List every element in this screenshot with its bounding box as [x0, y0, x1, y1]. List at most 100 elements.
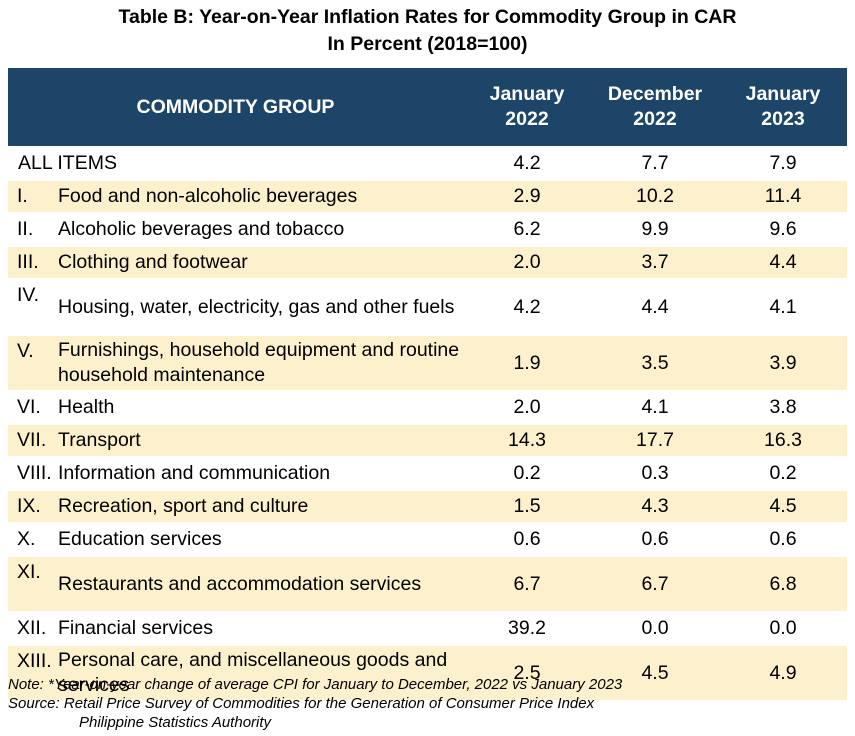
- row-name: Personal care, and miscellaneous goods a…: [58, 644, 463, 700]
- row-value-dec-2022: 7.7: [591, 146, 719, 180]
- header-jan-2022-month: January: [489, 83, 565, 105]
- row-value-jan-2023: 4.9: [719, 644, 847, 700]
- row-value-dec-2022: 10.2: [591, 179, 719, 213]
- row-value-jan-2022: 6.7: [463, 555, 591, 612]
- header-jan-2023-month: January: [745, 83, 821, 105]
- header-commodity-group: COMMODITY GROUP: [8, 68, 463, 147]
- row-value-jan-2022: 2.0: [463, 390, 591, 424]
- row-number: XI.: [8, 555, 58, 612]
- header-dec-2022-year: 2022: [633, 108, 677, 130]
- header-jan-2022-year: 2022: [505, 108, 549, 130]
- row-number: II.: [8, 212, 58, 246]
- row-name: Health: [58, 390, 463, 424]
- row-value-jan-2023: 0.0: [719, 611, 847, 645]
- row-name: Restaurants and accommodation services: [58, 555, 463, 612]
- row-number: IX.: [8, 489, 58, 523]
- row-name: Information and communication: [58, 456, 463, 490]
- row-value-dec-2022: 4.4: [591, 278, 719, 335]
- title-line-2: In Percent (2018=100): [327, 33, 528, 55]
- row-name: Education services: [58, 522, 463, 556]
- row-value-jan-2023: 7.9: [719, 146, 847, 180]
- row-value-jan-2022: 39.2: [463, 611, 591, 645]
- row-value-jan-2023: 4.1: [719, 278, 847, 335]
- row-value-jan-2022: 6.2: [463, 212, 591, 246]
- row-number: VI.: [8, 390, 58, 424]
- table-row: VI. Health 2.0 4.1 3.8: [8, 390, 847, 424]
- row-value-jan-2023: 9.6: [719, 212, 847, 246]
- row-value-dec-2022: 4.5: [591, 644, 719, 700]
- row-number: VII.: [8, 423, 58, 457]
- row-value-jan-2023: 4.4: [719, 245, 847, 279]
- table-row: IX. Recreation, sport and culture 1.5 4.…: [8, 489, 847, 523]
- row-name: Alcoholic beverages and tobacco: [58, 212, 463, 246]
- row-value-jan-2022: 14.3: [463, 423, 591, 457]
- table-notes: Note: *Year-on-year change of average CP…: [8, 675, 622, 732]
- row-value-jan-2022: 0.2: [463, 456, 591, 490]
- row-number: I.: [8, 179, 58, 213]
- row-value-jan-2023: 0.2: [719, 456, 847, 490]
- table-row: II. Alcoholic beverages and tobacco 6.2 …: [8, 212, 847, 246]
- row-number: X.: [8, 522, 58, 556]
- note-text: Note: *Year-on-year change of average CP…: [8, 676, 623, 693]
- row-value-jan-2023: 3.9: [719, 334, 847, 391]
- row-value-jan-2022: 4.2: [463, 146, 591, 180]
- table-row: X. Education services 0.6 0.6 0.6: [8, 522, 847, 556]
- row-value-dec-2022: 4.3: [591, 489, 719, 523]
- row-value-jan-2022: 0.6: [463, 522, 591, 556]
- row-value-jan-2022: 2.9: [463, 179, 591, 213]
- row-number: V.: [8, 334, 58, 391]
- row-value-jan-2022: 2.0: [463, 245, 591, 279]
- table-row: III. Clothing and footwear 2.0 3.7 4.4: [8, 245, 847, 279]
- inflation-table: COMMODITY GROUP January 2022 December 20…: [8, 68, 847, 700]
- source-organization: Philippine Statistics Authority: [79, 714, 272, 731]
- table-row: XII. Financial services 39.2 0.0 0.0: [8, 611, 847, 645]
- table-row-all-items: ALL ITEMS 4.2 7.7 7.9: [8, 146, 847, 180]
- row-number: XII.: [8, 611, 58, 645]
- row-name: Transport: [58, 423, 463, 457]
- row-value-dec-2022: 3.5: [591, 334, 719, 391]
- header-dec-2022-month: December: [607, 83, 703, 105]
- row-value-dec-2022: 4.1: [591, 390, 719, 424]
- table-row: I. Food and non-alcoholic beverages 2.9 …: [8, 179, 847, 213]
- header-row: COMMODITY GROUP January 2022 December 20…: [8, 68, 847, 147]
- row-name: Clothing and footwear: [58, 245, 463, 279]
- row-value-jan-2023: 6.8: [719, 555, 847, 612]
- row-value-dec-2022: 17.7: [591, 423, 719, 457]
- row-value-jan-2022: 4.2: [463, 278, 591, 335]
- table-row: V. Furnishings, household equipment and …: [8, 334, 847, 391]
- row-number: XIII.: [8, 644, 58, 700]
- row-value-dec-2022: 0.6: [591, 522, 719, 556]
- row-value-jan-2022: 1.9: [463, 334, 591, 391]
- row-value-dec-2022: 6.7: [591, 555, 719, 612]
- title-line-1: Table B: Year-on-Year Inflation Rates fo…: [118, 6, 737, 28]
- row-value-jan-2023: 16.3: [719, 423, 847, 457]
- row-name: Furnishings, household equipment and rou…: [58, 334, 463, 391]
- row-value-jan-2023: 0.6: [719, 522, 847, 556]
- row-value-jan-2022: 2.5: [463, 644, 591, 700]
- source-text: Source: Retail Price Survey of Commoditi…: [8, 695, 595, 712]
- table-row: XI. Restaurants and accommodation servic…: [8, 555, 847, 612]
- row-number: VIII.: [8, 456, 58, 490]
- row-value-jan-2023: 3.8: [719, 390, 847, 424]
- table-row: VII. Transport 14.3 17.7 16.3: [8, 423, 847, 457]
- row-name: Recreation, sport and culture: [58, 489, 463, 523]
- row-number: IV.: [8, 278, 58, 335]
- row-number: III.: [8, 245, 58, 279]
- table-row: XIII. Personal care, and miscellaneous g…: [8, 644, 847, 700]
- row-value-jan-2023: 11.4: [719, 179, 847, 213]
- header-jan-2023: January 2023: [719, 68, 847, 147]
- row-name: Financial services: [58, 611, 463, 645]
- row-name: Housing, water, electricity, gas and oth…: [58, 278, 463, 335]
- row-value-dec-2022: 0.3: [591, 456, 719, 490]
- header-jan-2022: January 2022: [463, 68, 591, 147]
- row-value-dec-2022: 3.7: [591, 245, 719, 279]
- table-title: Table B: Year-on-Year Inflation Rates fo…: [0, 4, 855, 58]
- row-value-jan-2023: 4.5: [719, 489, 847, 523]
- header-jan-2023-year: 2023: [761, 108, 805, 130]
- row-name: Food and non-alcoholic beverages: [58, 179, 463, 213]
- table-row: VIII. Information and communication 0.2 …: [8, 456, 847, 490]
- row-value-jan-2022: 1.5: [463, 489, 591, 523]
- row-value-dec-2022: 9.9: [591, 212, 719, 246]
- header-dec-2022: December 2022: [591, 68, 719, 147]
- table-row: IV. Housing, water, electricity, gas and…: [8, 278, 847, 335]
